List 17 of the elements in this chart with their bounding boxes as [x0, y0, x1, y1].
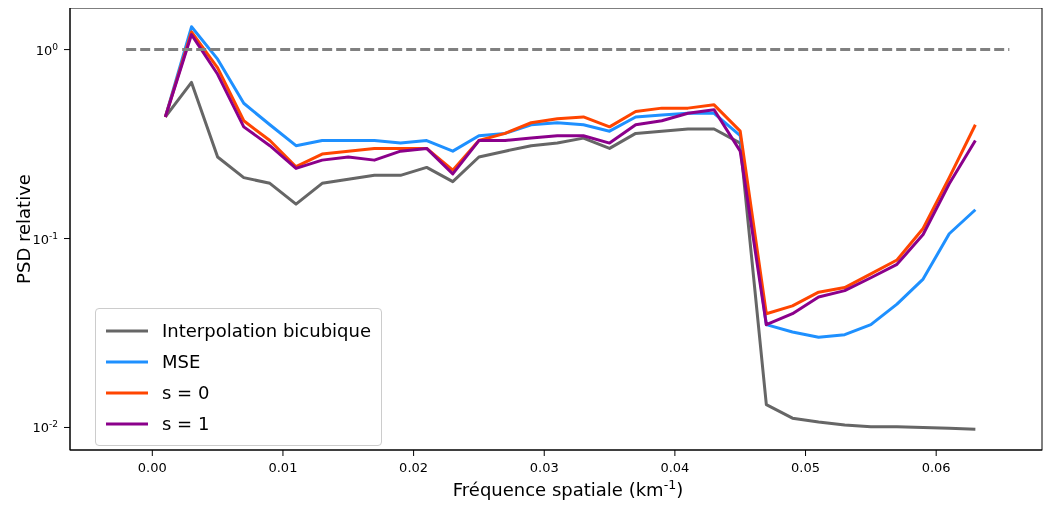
y-tick-label: 10$^{0}$: [35, 41, 59, 58]
x-axis-title: Fréquence spatiale (km$^{-1}$): [452, 476, 684, 500]
legend-label: s = 0: [162, 382, 210, 403]
legend-label: s = 1: [162, 413, 210, 434]
x-tick-label: 0.04: [660, 460, 690, 475]
x-tick-label: 0.06: [921, 460, 951, 475]
x-tick-label: 0.00: [137, 460, 167, 475]
y-axis-title: PSD relative: [13, 174, 34, 284]
x-tick-label: 0.05: [791, 460, 821, 475]
x-tick-label: 0.02: [399, 460, 429, 475]
legend-label: MSE: [162, 351, 201, 372]
y-tick-label: 10$^{-1}$: [32, 230, 58, 247]
y-tick-label: 10$^{-2}$: [32, 419, 58, 436]
x-tick-label: 0.01: [268, 460, 298, 475]
x-tick-label: 0.03: [529, 460, 559, 475]
legend-label: Interpolation bicubique: [162, 320, 371, 341]
line-series: [163, 80, 977, 431]
